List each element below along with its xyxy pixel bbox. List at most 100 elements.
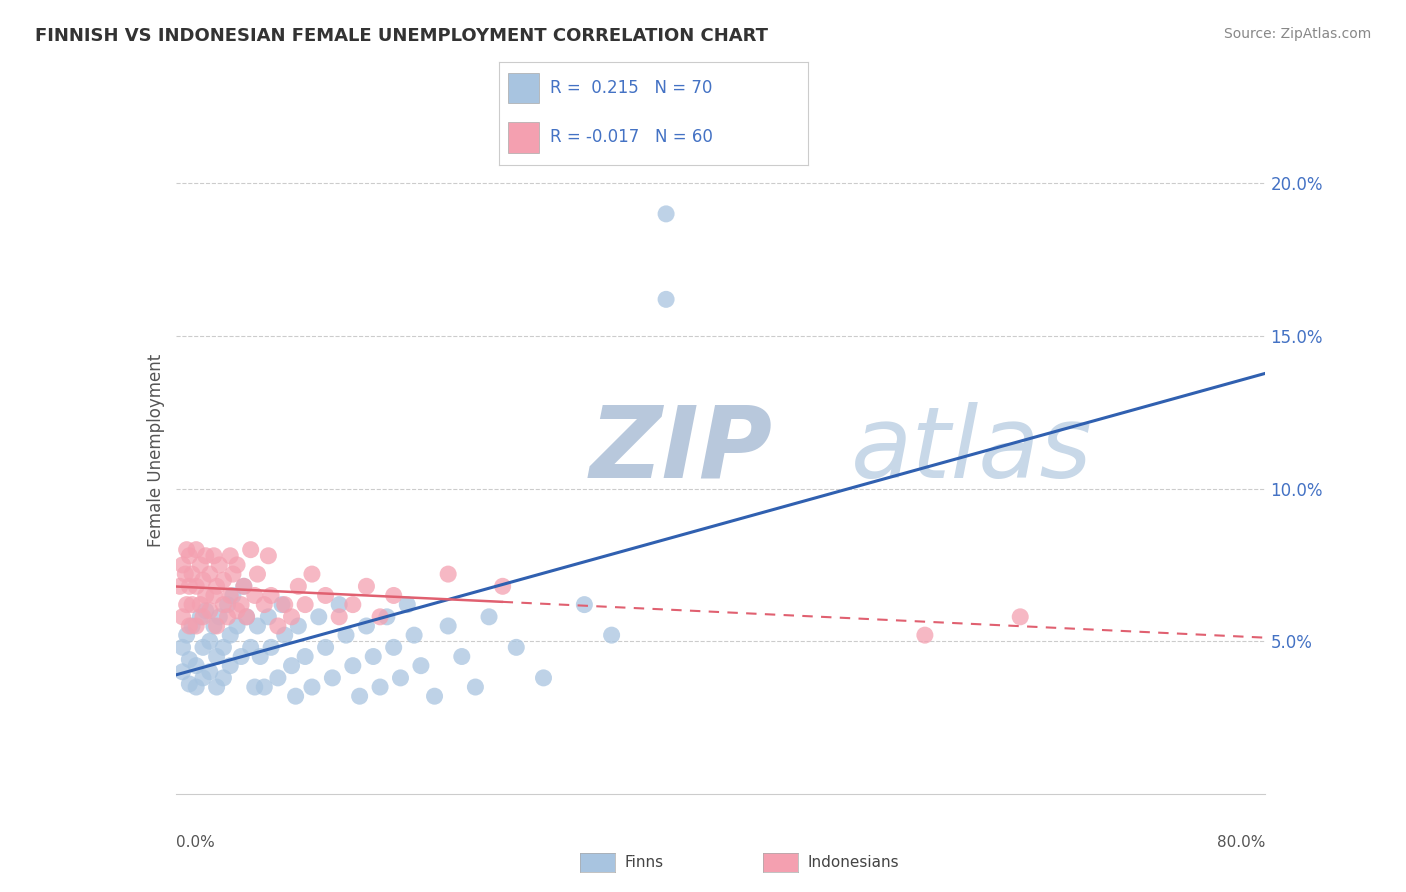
Point — [179, 579, 201, 593]
Point — [280, 610, 302, 624]
Point — [212, 671, 235, 685]
Point — [655, 207, 678, 221]
Point — [294, 649, 316, 664]
Point — [219, 658, 242, 673]
Point — [208, 558, 231, 572]
Point — [246, 619, 269, 633]
Point — [202, 549, 225, 563]
Point — [194, 549, 217, 563]
Point — [172, 640, 194, 655]
Point — [181, 567, 204, 582]
Point — [232, 579, 254, 593]
Point — [186, 619, 208, 633]
Point — [267, 619, 290, 633]
Point — [174, 567, 197, 582]
Point — [361, 649, 384, 664]
Point — [179, 652, 201, 666]
Point — [205, 680, 228, 694]
Point — [212, 598, 235, 612]
Point — [179, 549, 201, 563]
Point — [267, 671, 290, 685]
Point — [368, 610, 391, 624]
Point — [301, 567, 323, 582]
Point — [287, 579, 309, 593]
Point — [212, 640, 235, 655]
Point — [315, 640, 337, 655]
Point — [219, 628, 242, 642]
Point — [356, 579, 378, 593]
Point — [172, 610, 194, 624]
Point — [274, 628, 297, 642]
Point — [226, 619, 249, 633]
Point — [231, 649, 253, 664]
Point — [257, 610, 280, 624]
Point — [217, 598, 239, 612]
Point — [464, 680, 486, 694]
Point — [600, 628, 623, 642]
Point — [231, 598, 253, 612]
Point — [308, 610, 330, 624]
Point — [437, 619, 460, 633]
Point — [191, 573, 214, 587]
Point — [328, 610, 350, 624]
Point — [404, 628, 426, 642]
Point — [271, 598, 294, 612]
Text: FINNISH VS INDONESIAN FEMALE UNEMPLOYMENT CORRELATION CHART: FINNISH VS INDONESIAN FEMALE UNEMPLOYMEN… — [35, 27, 768, 45]
Point — [191, 640, 214, 655]
Point — [202, 619, 225, 633]
Point — [478, 610, 501, 624]
Point — [179, 619, 201, 633]
Point — [239, 640, 262, 655]
Point — [243, 680, 266, 694]
Point — [574, 598, 596, 612]
Point — [188, 610, 211, 624]
Point — [349, 689, 371, 703]
Point — [198, 634, 221, 648]
Point — [335, 628, 357, 642]
Point — [212, 573, 235, 587]
Point — [260, 589, 283, 603]
Point — [253, 680, 276, 694]
Point — [382, 640, 405, 655]
Point — [389, 671, 412, 685]
Point — [492, 579, 515, 593]
Point — [181, 619, 204, 633]
Point — [172, 558, 194, 572]
Point — [437, 567, 460, 582]
Point — [321, 671, 343, 685]
Point — [226, 558, 249, 572]
Point — [186, 579, 208, 593]
Text: 0.0%: 0.0% — [176, 835, 215, 850]
Point — [176, 628, 198, 642]
Point — [194, 589, 217, 603]
Point — [409, 658, 432, 673]
Point — [169, 579, 191, 593]
Text: ZIP: ZIP — [591, 402, 773, 499]
Point — [232, 579, 254, 593]
Point — [280, 658, 302, 673]
Y-axis label: Female Unemployment: Female Unemployment — [146, 354, 165, 547]
Point — [423, 689, 446, 703]
Point — [342, 658, 364, 673]
Point — [235, 610, 257, 624]
Point — [1010, 610, 1032, 624]
Point — [243, 589, 266, 603]
Point — [375, 610, 398, 624]
Point — [253, 598, 276, 612]
Point — [176, 598, 198, 612]
Point — [450, 649, 472, 664]
Point — [284, 689, 307, 703]
Point — [274, 598, 297, 612]
Point — [287, 619, 309, 633]
Point — [176, 542, 198, 557]
Point — [246, 567, 269, 582]
Point — [191, 671, 214, 685]
Point — [533, 671, 555, 685]
Point — [217, 610, 239, 624]
Point — [179, 677, 201, 691]
Point — [205, 619, 228, 633]
Point — [356, 619, 378, 633]
Text: Finns: Finns — [624, 855, 664, 870]
Point — [655, 293, 678, 307]
Point — [222, 567, 245, 582]
